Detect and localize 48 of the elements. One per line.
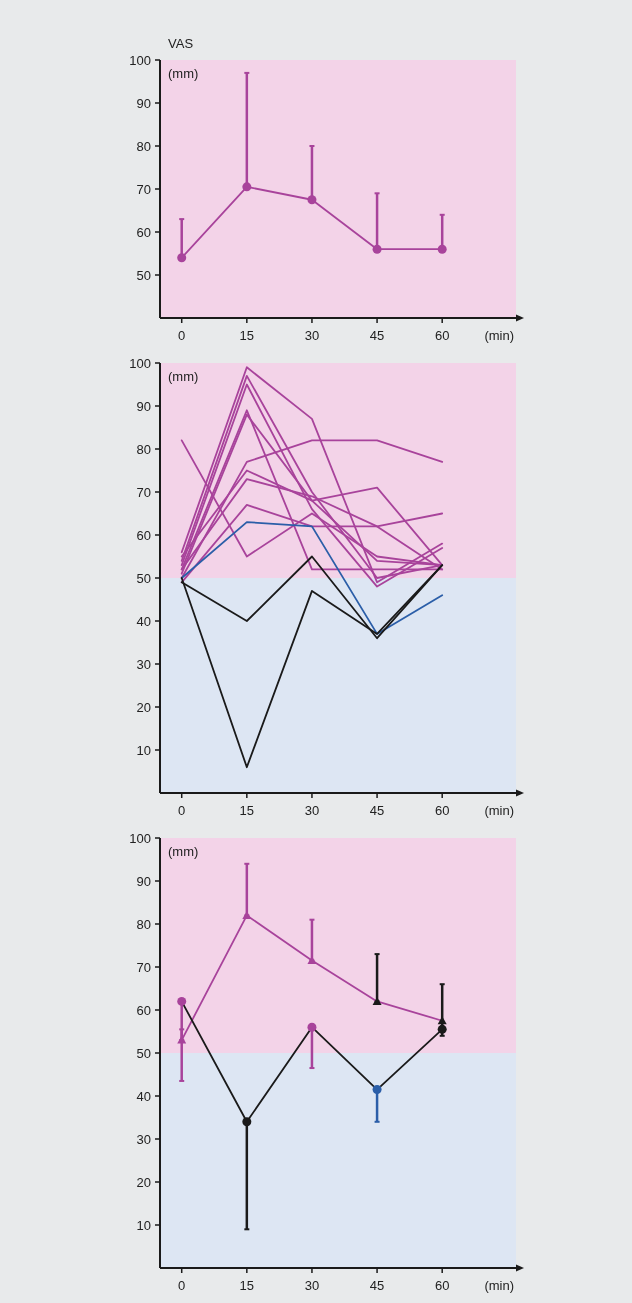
x-tick-label: 0	[178, 1278, 186, 1293]
y-tick-label: 100	[129, 52, 151, 68]
x-tick-label: 60	[434, 803, 450, 818]
y-tick-label: 80	[136, 441, 151, 457]
y-axis-title: (mm)	[168, 844, 199, 859]
x-axis-title: (min)	[484, 1278, 514, 1293]
y-tick-label: 50	[136, 267, 151, 283]
y-tick-label: 10	[136, 742, 151, 758]
x-axis-title: (min)	[484, 803, 514, 818]
y-tick-label: 50	[136, 1045, 151, 1061]
y-tick-label: 10	[136, 1217, 151, 1233]
y-tick-label: 30	[136, 656, 151, 672]
x-tick-label: 0	[178, 803, 186, 818]
y-tick-label: 70	[136, 484, 151, 500]
x-tick-label: 60	[434, 328, 450, 343]
y-tick-label: 60	[136, 527, 151, 543]
y-tick-label: 30	[136, 1131, 151, 1147]
y-tick-label: 70	[136, 181, 151, 197]
x-tick-label: 30	[304, 803, 320, 818]
y-tick-label: 100	[129, 355, 151, 371]
y-tick-label: 70	[136, 959, 151, 975]
x-tick-label: 15	[239, 328, 255, 343]
y-axis-title: (mm)	[168, 66, 199, 81]
x-axis-title: (min)	[484, 328, 514, 343]
y-tick-label: 60	[136, 1002, 151, 1018]
y-tick-label: 80	[136, 916, 151, 932]
y-tick-label: 50	[136, 570, 151, 586]
y-tick-label: 90	[136, 398, 151, 414]
x-tick-label: 60	[434, 1278, 450, 1293]
x-tick-label: 45	[369, 1278, 385, 1293]
x-tick-label: 30	[304, 328, 320, 343]
x-tick-label: 30	[304, 1278, 320, 1293]
y-axis-title: (mm)	[168, 369, 199, 384]
y-tick-label: 80	[136, 138, 151, 154]
y-tick-label: 20	[136, 699, 151, 715]
y-tick-label: 40	[136, 1088, 151, 1104]
y-tick-label: 90	[136, 95, 151, 111]
y-tick-label: 20	[136, 1174, 151, 1190]
y-tick-label: 60	[136, 224, 151, 240]
y-tick-label: 90	[136, 873, 151, 889]
x-tick-label: 15	[239, 803, 255, 818]
x-tick-label: 45	[369, 803, 385, 818]
x-tick-label: 0	[178, 328, 186, 343]
x-tick-label: 45	[369, 328, 385, 343]
y-tick-label: 40	[136, 613, 151, 629]
y-tick-label: 100	[129, 830, 151, 846]
x-tick-label: 15	[239, 1278, 255, 1293]
chart-title: VAS	[168, 36, 194, 51]
